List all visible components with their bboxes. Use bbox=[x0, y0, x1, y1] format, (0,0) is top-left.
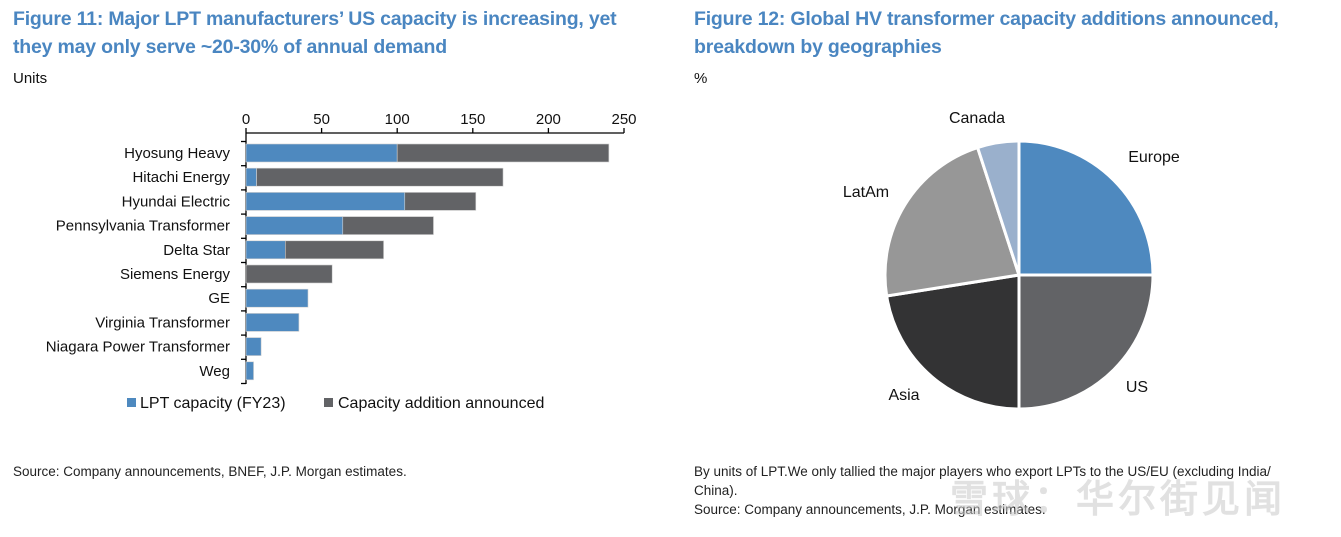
figure-11-title-line1: Figure 11: Major LPT manufacturers’ US c… bbox=[13, 8, 617, 30]
pie-slice-us bbox=[1017, 273, 1155, 411]
bar-lpt-capacity bbox=[245, 167, 257, 187]
pie-label-latam: LatAm bbox=[843, 184, 889, 201]
bar-chart: 0 50 100 150 200 250 Hyosung Heavy Hitachi Ener… bbox=[46, 111, 637, 412]
pie-slice-latam bbox=[883, 146, 1021, 298]
category-label: Siemens Energy bbox=[120, 266, 231, 283]
figure-12-notes: By units of LPT.We only tallied the majo… bbox=[694, 462, 1271, 519]
pie-label-europe: Europe bbox=[1128, 149, 1180, 166]
category-label: Weg bbox=[199, 363, 230, 380]
bar-lpt-capacity bbox=[245, 337, 262, 356]
bar-capacity-addition bbox=[256, 167, 504, 187]
figure-11-title-line2: they may only serve ~20-30% of annual de… bbox=[13, 36, 447, 58]
category-label: Niagara Power Transformer bbox=[46, 339, 230, 356]
bar-lpt-capacity bbox=[245, 192, 406, 211]
category-label: Pennsylvania Transformer bbox=[56, 218, 230, 235]
figure-12-source: Source: Company announcements, J.P. Morg… bbox=[694, 502, 1046, 517]
pie-slice-asia bbox=[885, 273, 1021, 411]
category-label: Delta Star bbox=[163, 242, 230, 259]
category-label: GE bbox=[208, 290, 230, 307]
bar-capacity-addition bbox=[342, 216, 434, 235]
bar-capacity-addition bbox=[396, 143, 610, 163]
figure-11-unit-label: Units bbox=[13, 70, 48, 87]
category-label: Hyundai Electric bbox=[122, 193, 231, 210]
figure-12-title: Figure 12: Global HV transformer capacit… bbox=[694, 5, 1279, 61]
category-label: Hitachi Energy bbox=[132, 169, 230, 186]
legend-label-capacity-addition: Capacity addition announced bbox=[338, 395, 544, 412]
bar-lpt-capacity bbox=[245, 288, 309, 308]
bar-lpt-capacity bbox=[245, 216, 344, 235]
legend-swatch-lpt-capacity bbox=[127, 398, 136, 407]
figure-11-title: Figure 11: Major LPT manufacturers’ US c… bbox=[13, 5, 617, 61]
x-tick-label: 50 bbox=[313, 111, 330, 128]
bar-lpt-capacity bbox=[245, 313, 300, 332]
pie-slice-europe bbox=[1017, 139, 1155, 277]
x-tick-label: 200 bbox=[536, 111, 561, 128]
pie-label-canada: Canada bbox=[949, 110, 1005, 127]
x-tick-label: 100 bbox=[385, 111, 410, 128]
pie-label-asia: Asia bbox=[888, 387, 919, 404]
bar-lpt-capacity bbox=[245, 240, 286, 260]
pie-label-us: US bbox=[1126, 379, 1148, 396]
bar-lpt-capacity bbox=[245, 143, 398, 163]
x-tick-label: 0 bbox=[242, 111, 250, 128]
figure-11-source: Source: Company announcements, BNEF, J.P… bbox=[13, 464, 407, 479]
x-tick-label: 250 bbox=[611, 111, 636, 128]
category-label: Virginia Transformer bbox=[95, 314, 230, 331]
legend-label-lpt-capacity: LPT capacity (FY23) bbox=[140, 395, 286, 412]
bar-capacity-addition bbox=[285, 240, 384, 260]
category-label: Hyosung Heavy bbox=[124, 145, 230, 162]
figure-12-unit-label: % bbox=[694, 70, 708, 87]
pie-chart: Europe US Asia LatAm Canada bbox=[843, 110, 1180, 411]
bar-capacity-addition bbox=[245, 264, 333, 284]
bar-capacity-addition bbox=[404, 192, 477, 211]
figure-12-note-line2: China). bbox=[694, 483, 738, 498]
x-tick-label: 150 bbox=[460, 111, 485, 128]
legend-swatch-capacity-addition bbox=[324, 398, 333, 407]
figure-12-note-line1: By units of LPT.We only tallied the majo… bbox=[694, 464, 1271, 479]
pie-slice-canada bbox=[976, 139, 1021, 277]
figure-12-title-line2: breakdown by geographies bbox=[694, 36, 942, 58]
bar-lpt-capacity bbox=[245, 361, 254, 381]
figure-12-title-line1: Figure 12: Global HV transformer capacit… bbox=[694, 8, 1279, 30]
